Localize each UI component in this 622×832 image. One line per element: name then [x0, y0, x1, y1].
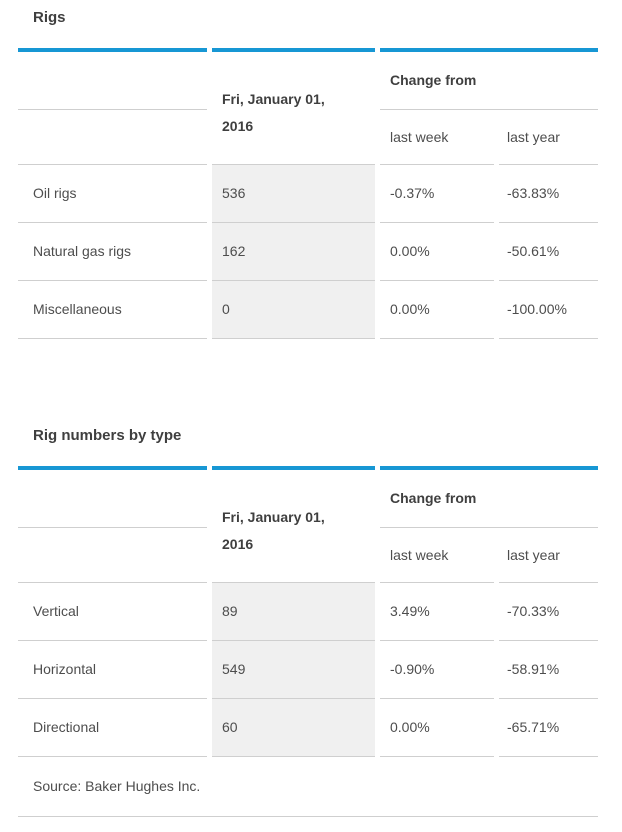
header-empty-cell: [18, 110, 207, 165]
rigs-section: Rigs Fri, January 01, 2016 Change from l…: [18, 8, 598, 339]
row-change-last-week: -0.37%: [380, 165, 494, 223]
row-change-last-year: -100.00%: [499, 281, 598, 339]
rigs-table: Fri, January 01, 2016 Change from last w…: [18, 48, 598, 339]
row-label: Directional: [18, 699, 207, 757]
row-change-last-week: 0.00%: [380, 699, 494, 757]
row-change-last-year: -65.71%: [499, 699, 598, 757]
subheader-last-week: last week: [380, 110, 494, 165]
header-empty-cell: [18, 528, 207, 583]
row-change-last-year: -50.61%: [499, 223, 598, 281]
header-empty-cell: [18, 466, 207, 528]
subheader-last-year: last year: [499, 110, 598, 165]
date-column-header: Fri, January 01, 2016: [212, 466, 375, 583]
row-label: Vertical: [18, 583, 207, 641]
rig-numbers-by-type-table: Fri, January 01, 2016 Change from last w…: [18, 466, 598, 817]
row-value: 549: [212, 641, 375, 699]
rig-numbers-by-type-section: Rig numbers by type Fri, January 01, 201…: [18, 426, 598, 817]
row-change-last-week: 0.00%: [380, 281, 494, 339]
row-change-last-year: -70.33%: [499, 583, 598, 641]
row-change-last-week: 0.00%: [380, 223, 494, 281]
row-change-last-week: 3.49%: [380, 583, 494, 641]
table-title-rigs: Rigs: [33, 9, 66, 26]
date-column-header-label: Fri, January 01, 2016: [222, 91, 325, 134]
row-value: 60: [212, 699, 375, 757]
row-label: Oil rigs: [18, 165, 207, 223]
row-change-last-year: -63.83%: [499, 165, 598, 223]
row-label: Miscellaneous: [18, 281, 207, 339]
row-change-last-week: -0.90%: [380, 641, 494, 699]
date-column-header: Fri, January 01, 2016: [212, 48, 375, 165]
row-label: Horizontal: [18, 641, 207, 699]
row-value: 89: [212, 583, 375, 641]
date-column-header-label: Fri, January 01, 2016: [222, 509, 325, 552]
row-value: 162: [212, 223, 375, 281]
row-value: 0: [212, 281, 375, 339]
change-from-header: Change from: [380, 466, 598, 528]
subheader-last-week: last week: [380, 528, 494, 583]
subheader-last-year: last year: [499, 528, 598, 583]
source-note: Source: Baker Hughes Inc.: [18, 757, 598, 817]
row-label: Natural gas rigs: [18, 223, 207, 281]
change-from-header: Change from: [380, 48, 598, 110]
row-value: 536: [212, 165, 375, 223]
row-change-last-year: -58.91%: [499, 641, 598, 699]
header-empty-cell: [18, 48, 207, 110]
table-title-rig-numbers-by-type: Rig numbers by type: [33, 427, 182, 444]
